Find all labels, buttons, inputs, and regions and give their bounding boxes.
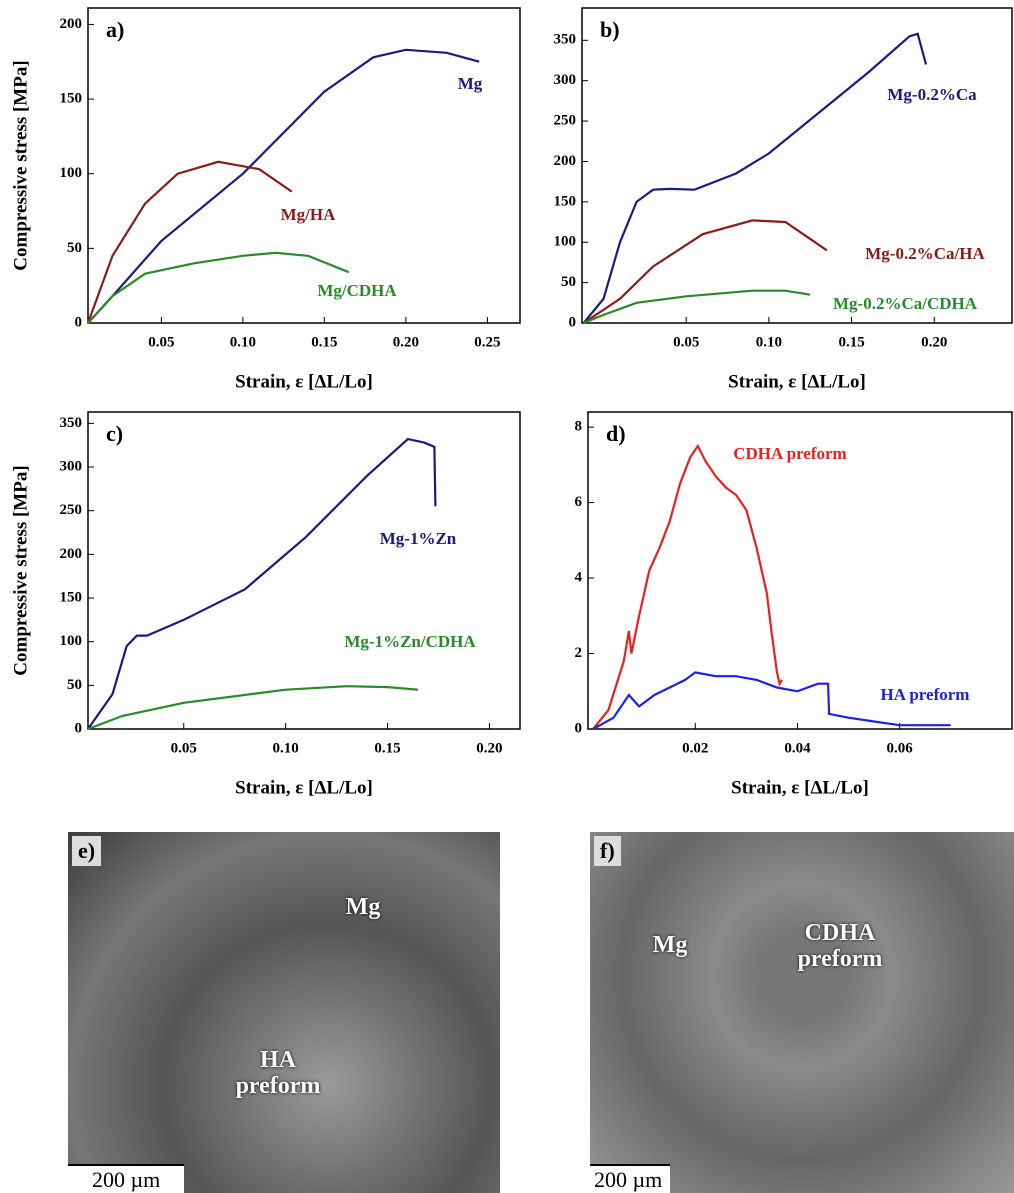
series-label: Mg-0.2%Ca/HA <box>865 244 985 263</box>
y-tick-label: 6 <box>575 494 583 510</box>
y-tick-label: 250 <box>554 113 577 129</box>
y-tick-label: 4 <box>575 569 583 585</box>
x-tick-label: 0.06 <box>886 740 913 756</box>
y-tick-label: 0 <box>575 720 583 736</box>
series-label: Mg/HA <box>281 205 336 224</box>
panel-label: d) <box>606 421 626 446</box>
x-tick-label: 0.05 <box>171 740 197 756</box>
y-tick-label: 350 <box>554 32 577 48</box>
y-tick-label: 50 <box>67 677 82 693</box>
series-label: Mg-0.2%Ca/CDHA <box>833 294 978 313</box>
data-line <box>87 48 480 324</box>
y-tick-label: 100 <box>60 633 83 649</box>
y-tick-label: 200 <box>60 16 83 32</box>
x-tick-label: 0.05 <box>148 334 174 350</box>
data-line <box>583 289 811 325</box>
data-line <box>592 671 951 730</box>
x-tick-label: 0.25 <box>474 334 500 350</box>
y-tick-label: 100 <box>554 234 577 250</box>
data-line <box>583 219 828 324</box>
x-axis-label: Strain, ε [ΔL/Lo] <box>728 371 866 392</box>
x-tick-label: 0.10 <box>756 334 782 350</box>
series-label: Mg-0.2%Ca <box>887 85 977 104</box>
y-tick-label: 200 <box>554 153 577 169</box>
data-line <box>592 443 784 730</box>
x-axis-label: Strain, ε [ΔL/Lo] <box>235 777 373 798</box>
plot-frame <box>87 411 521 730</box>
y-tick-label: 150 <box>60 91 83 107</box>
series-label: Mg-1%Zn/CDHA <box>344 632 476 651</box>
sem-image-e: e) Mg HA preform 200 µm <box>68 832 500 1193</box>
y-tick-label: 0 <box>75 720 83 736</box>
data-line <box>582 32 928 324</box>
series-label: Mg <box>458 74 483 93</box>
y-tick-label: 8 <box>575 419 583 435</box>
panel-label: c) <box>106 421 123 446</box>
image-annotation: Mg <box>345 894 381 920</box>
y-tick-label: 2 <box>575 645 583 661</box>
image-annotation: Mg <box>652 932 688 958</box>
x-tick-label: 0.20 <box>393 334 419 350</box>
y-axis-label: Compressive stress [MPa] <box>10 60 31 270</box>
data-line <box>87 437 437 730</box>
y-tick-label: 0 <box>75 314 83 330</box>
plot-frame <box>581 7 1013 324</box>
x-tick-label: 0.20 <box>476 740 502 756</box>
y-tick-label: 150 <box>60 589 83 605</box>
series-label: Mg/CDHA <box>317 281 397 300</box>
y-axis-label: Compressive stress [MPa] <box>10 465 31 675</box>
y-tick-label: 50 <box>561 274 576 290</box>
image-annotation: CDHA preform <box>797 920 883 972</box>
y-tick-label: 200 <box>60 546 83 562</box>
data-line <box>87 685 419 731</box>
image-label: e) <box>72 836 102 866</box>
x-tick-label: 0.02 <box>682 740 708 756</box>
sem-image-f: f) Mg CDHA preform 200 µm <box>590 832 1014 1193</box>
x-tick-label: 0.04 <box>784 740 811 756</box>
x-tick-label: 0.05 <box>673 334 699 350</box>
series-label: Mg-1%Zn <box>380 529 457 548</box>
image-label: f) <box>594 836 621 866</box>
y-tick-label: 0 <box>569 314 577 330</box>
x-tick-label: 0.15 <box>311 334 337 350</box>
y-tick-label: 100 <box>60 165 83 181</box>
plot-frame <box>587 411 1013 730</box>
y-tick-label: 300 <box>60 458 83 474</box>
x-tick-label: 0.10 <box>230 334 256 350</box>
x-tick-label: 0.15 <box>838 334 864 350</box>
panel-label: a) <box>106 17 124 42</box>
series-label: CDHA preform <box>733 444 846 463</box>
scale-bar: 200 µm <box>590 1164 671 1193</box>
data-line <box>87 251 350 324</box>
x-axis-label: Strain, ε [ΔL/Lo] <box>235 371 373 392</box>
plot-frame <box>87 7 521 324</box>
y-tick-label: 50 <box>67 240 82 256</box>
y-tick-label: 250 <box>60 502 83 518</box>
image-annotation: HA preform <box>235 1047 321 1099</box>
data-line <box>86 160 293 324</box>
x-tick-label: 0.20 <box>921 334 947 350</box>
series-label: HA preform <box>881 685 970 704</box>
x-tick-label: 0.15 <box>374 740 400 756</box>
x-axis-label: Strain, ε [ΔL/Lo] <box>731 777 869 798</box>
x-tick-label: 0.10 <box>273 740 299 756</box>
panel-label: b) <box>600 17 620 42</box>
y-tick-label: 150 <box>554 193 577 209</box>
y-tick-label: 300 <box>554 72 577 88</box>
y-tick-label: 350 <box>60 415 83 431</box>
scale-bar: 200 µm <box>68 1164 185 1193</box>
